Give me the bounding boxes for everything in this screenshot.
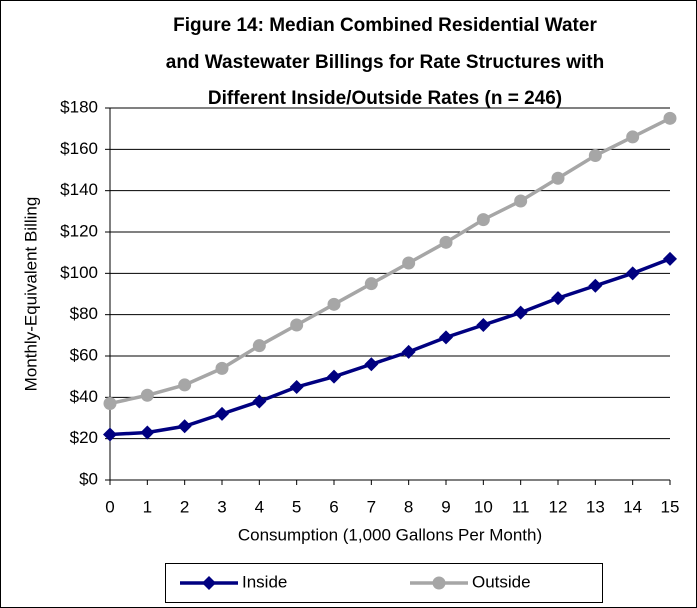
data-point — [178, 378, 192, 392]
data-point — [103, 427, 117, 442]
data-point — [140, 425, 155, 440]
x-tick-label: 2 — [180, 497, 189, 516]
y-tick-label: $20 — [70, 428, 98, 447]
x-tick-label: 1 — [143, 497, 152, 516]
data-point — [364, 357, 379, 372]
y-tick-label: $120 — [60, 221, 98, 240]
chart-title: Figure 14: Median Combined Residential W… — [173, 15, 597, 36]
data-point — [401, 344, 416, 359]
y-tick-label: $140 — [60, 180, 98, 199]
data-point — [439, 330, 453, 345]
y-axis-label: Monthly-Equivalent Billing — [21, 197, 40, 392]
legend — [165, 563, 603, 603]
y-tick-label: $80 — [70, 304, 98, 323]
x-tick-label: 5 — [292, 497, 301, 516]
x-tick-label: 8 — [404, 497, 413, 516]
legend-marker — [202, 576, 216, 590]
chart-title: Different Inside/Outside Rates (n = 246) — [208, 88, 562, 109]
y-tick-label: $100 — [60, 263, 98, 282]
legend-marker — [432, 576, 446, 590]
x-tick-label: 11 — [512, 497, 530, 516]
x-tick-label: 3 — [217, 497, 226, 516]
x-tick-label: 12 — [549, 497, 568, 516]
x-tick-label: 7 — [367, 497, 376, 516]
data-point — [663, 251, 677, 266]
x-tick-label: 6 — [329, 497, 338, 516]
data-point — [626, 130, 640, 144]
y-tick-label: $60 — [70, 345, 98, 364]
data-point — [625, 266, 640, 281]
x-tick-label: 4 — [255, 497, 264, 516]
x-tick-label: 10 — [474, 497, 493, 516]
data-point — [177, 419, 192, 434]
y-tick-label: $180 — [60, 97, 98, 116]
y-tick-label: $0 — [79, 469, 98, 488]
data-point — [663, 111, 677, 125]
data-point — [252, 394, 267, 409]
data-point — [476, 318, 491, 332]
data-point — [327, 297, 341, 311]
data-point — [402, 256, 416, 270]
data-point — [252, 339, 266, 353]
data-point — [140, 388, 154, 402]
data-point — [476, 213, 490, 227]
x-axis-label: Consumption (1,000 Gallons Per Month) — [238, 525, 542, 544]
data-point — [327, 369, 341, 384]
data-point — [551, 291, 565, 306]
data-point — [439, 235, 453, 249]
series-line — [109, 116, 671, 406]
chart-title: and Wastewater Billings for Rate Structu… — [166, 52, 604, 73]
x-tick-label: 0 — [105, 497, 114, 516]
data-point — [103, 397, 117, 411]
x-tick-label: 14 — [623, 497, 642, 516]
data-point — [588, 149, 602, 163]
x-tick-label: 15 — [661, 497, 680, 516]
legend-label: Inside — [242, 572, 287, 591]
legend-label: Outside — [472, 572, 531, 591]
data-point — [289, 380, 304, 394]
y-tick-label: $40 — [70, 387, 98, 406]
y-tick-label: $160 — [60, 139, 98, 158]
data-point — [513, 305, 528, 320]
data-point — [514, 194, 528, 208]
series-line — [109, 257, 671, 437]
data-point — [364, 277, 378, 291]
data-point — [290, 318, 304, 332]
x-tick-label: 9 — [441, 497, 450, 516]
data-point — [551, 171, 565, 185]
x-tick-label: 13 — [586, 497, 605, 516]
data-point — [215, 361, 229, 375]
data-point — [588, 278, 603, 293]
data-point — [215, 406, 229, 421]
